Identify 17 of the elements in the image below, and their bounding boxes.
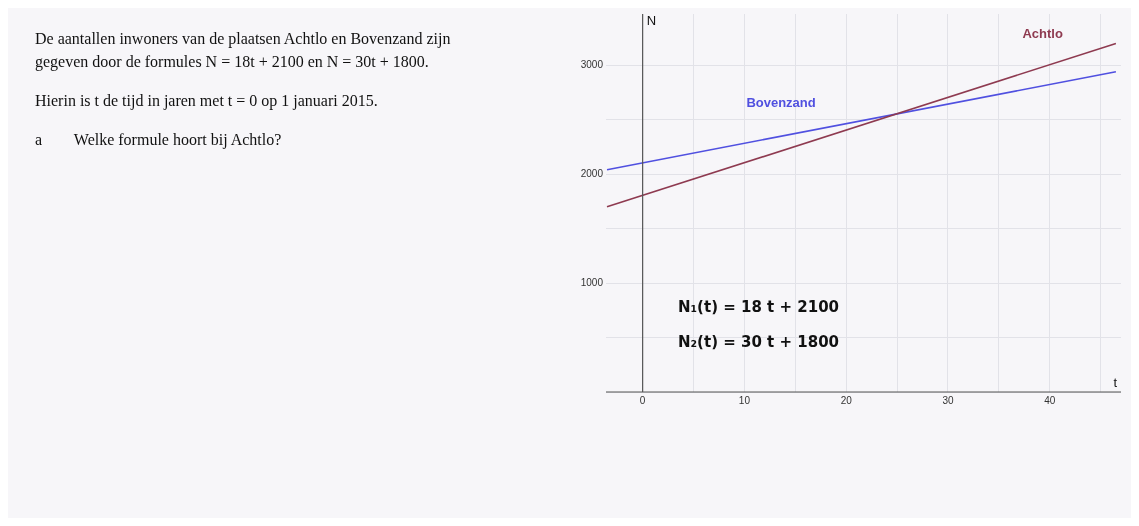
x-tick-label: 40	[1044, 394, 1056, 406]
annotation: N₂(t) = 30 t + 1800	[678, 332, 840, 351]
text: De aantallen inwoners van de plaatsen Achtlo en Bovenzand zijn gegeven door de formules N = 18t + 2100 en N = 30t + 1800.	[35, 29, 452, 73]
x-tick-label: 30	[942, 394, 954, 406]
x-tick-label: 20	[840, 394, 853, 406]
x-tick-label: 10	[738, 394, 751, 406]
y-axis-title: N	[646, 13, 657, 29]
series-label: Bovenzand	[746, 94, 816, 110]
text: Hierin is t de tijd in jaren met t = 0 op 1 januari 2015.	[35, 91, 379, 112]
y-tick-label: 1000	[580, 276, 604, 288]
y-tick-label: 3000	[580, 58, 604, 70]
text: a Welke formule hoort bij Achtlo?	[35, 130, 283, 151]
x-axis-title: t	[1113, 375, 1118, 391]
annotation: N₁(t) = 18 t + 2100	[678, 297, 840, 316]
y-tick-label: 2000	[580, 167, 604, 179]
x-tick-label: 0	[639, 394, 646, 406]
series-label: Achtlo	[1022, 25, 1063, 41]
